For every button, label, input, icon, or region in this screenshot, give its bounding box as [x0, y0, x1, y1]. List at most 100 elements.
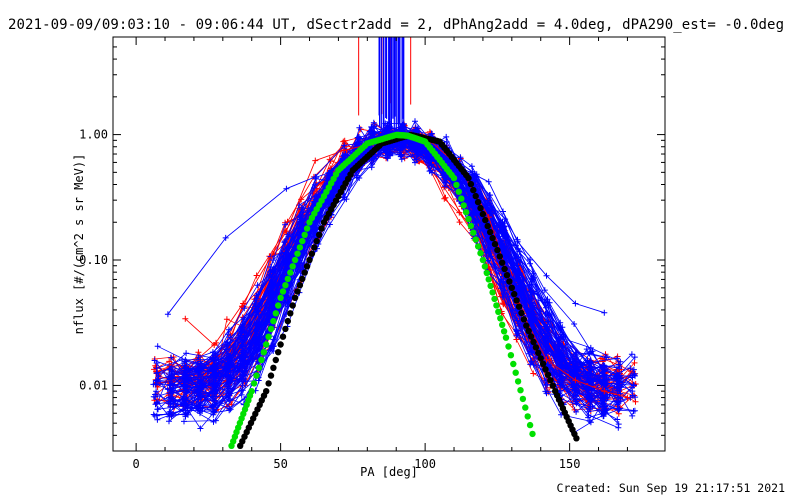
blue-series-point [239, 373, 245, 380]
blue-series-point [601, 377, 608, 384]
blue-series-point [226, 353, 233, 360]
created-timestamp: Created: Sun Sep 19 21:17:51 2021 [556, 481, 785, 495]
fit-black-point [311, 244, 318, 251]
blue-series-point [616, 406, 623, 413]
blue-series-point [602, 382, 609, 389]
fit-green-point [287, 269, 294, 276]
fit-black-point [267, 372, 275, 379]
fit-green-point [258, 356, 265, 364]
fit-green-point [260, 349, 267, 356]
blue-series-point [386, 150, 393, 157]
blue-series-point [515, 268, 521, 275]
blue-series-point [311, 198, 318, 205]
fit-black-point [501, 265, 508, 273]
blue-series-point [164, 386, 171, 393]
blue-series-point [614, 384, 621, 391]
fit-green-point [470, 229, 477, 236]
blue-series-point [471, 209, 478, 216]
blue-series-point [195, 354, 202, 361]
blue-series-point [297, 225, 304, 232]
sample-red-point [240, 300, 247, 307]
blue-series-point [197, 374, 204, 381]
fit-black-point [515, 303, 523, 310]
fit-green-point [277, 294, 284, 301]
fit-green-point [250, 380, 258, 387]
fit-black-point [472, 192, 479, 200]
red-series-point [530, 370, 537, 377]
sample-red-point [601, 388, 608, 395]
blue-series-point [167, 366, 174, 372]
fit-green-point [267, 325, 275, 333]
fit-green-point [299, 237, 306, 245]
blue-series-point [415, 125, 421, 132]
blue-series-point [559, 382, 566, 389]
blue-series-point [224, 380, 231, 387]
fit-black-point [306, 256, 313, 264]
sample-blue-point [572, 300, 579, 307]
blue-series-point [166, 418, 172, 425]
blue-series-point [527, 260, 533, 267]
red-series-line [155, 133, 587, 384]
blue-series-point [324, 196, 331, 203]
blue-series-point [428, 130, 435, 137]
blue-series-point [632, 394, 639, 401]
blue-series-point [600, 391, 607, 398]
blue-series-point [528, 294, 535, 301]
blue-series-point [498, 276, 505, 283]
blue-series-point [512, 242, 519, 249]
blue-series-point [573, 370, 579, 377]
fit-green-point [517, 387, 524, 394]
fit-black-point [499, 259, 506, 266]
blue-series-point [341, 194, 348, 201]
blue-series-point [368, 123, 375, 130]
fit-black-point [518, 309, 525, 317]
blue-series-point [555, 337, 562, 344]
x-tick-label: 100 [414, 457, 436, 471]
fit-green-point [512, 369, 519, 376]
blue-series-point [585, 389, 592, 396]
blue-series-point [182, 397, 188, 404]
blue-series-point [468, 163, 475, 170]
chart-axes: 0 50 100 150 0.01 0.10 1.00 [79, 36, 665, 471]
fit-black-point [525, 327, 532, 335]
blue-series-point [587, 403, 594, 410]
fit-green-point [294, 250, 301, 257]
blue-series-point [284, 245, 291, 252]
blue-series-point [253, 292, 260, 299]
blue-series-point [574, 389, 580, 396]
fit-black-point [513, 297, 520, 304]
blue-series-point [587, 419, 594, 426]
blue-series-point [226, 407, 233, 414]
x-tick-label: 0 [133, 457, 140, 471]
blue-series-point [267, 264, 274, 270]
blue-series-point [197, 425, 204, 432]
fit-green-point [291, 256, 299, 264]
blue-series-point [573, 363, 580, 370]
blue-series-point [530, 288, 536, 295]
blue-series-point [297, 266, 303, 273]
fit-black-point [537, 355, 544, 362]
fit-green-point [474, 243, 482, 250]
blue-series-point [198, 377, 205, 384]
blue-series-point [573, 408, 580, 415]
red-series-point [456, 219, 463, 226]
blue-series-point [630, 408, 637, 415]
fit-green-point [497, 315, 504, 322]
blue-series-point [227, 359, 234, 366]
blue-series-point [526, 350, 532, 357]
blue-series-point [541, 287, 548, 294]
blue-series-point [225, 368, 232, 375]
blue-series-point [213, 360, 220, 367]
blue-series-point [586, 406, 593, 413]
red-series-point [313, 185, 320, 192]
fit-black-point [530, 338, 537, 346]
blue-series-point [239, 387, 246, 394]
blue-series-point [284, 259, 291, 266]
x-tick-label: 50 [273, 457, 287, 471]
fit-black-point [294, 288, 301, 295]
blue-series-point [238, 332, 245, 339]
fit-black-point [573, 435, 580, 442]
blue-series-point [499, 294, 506, 301]
chart-marks [150, 37, 639, 449]
blue-series-point [340, 152, 347, 159]
